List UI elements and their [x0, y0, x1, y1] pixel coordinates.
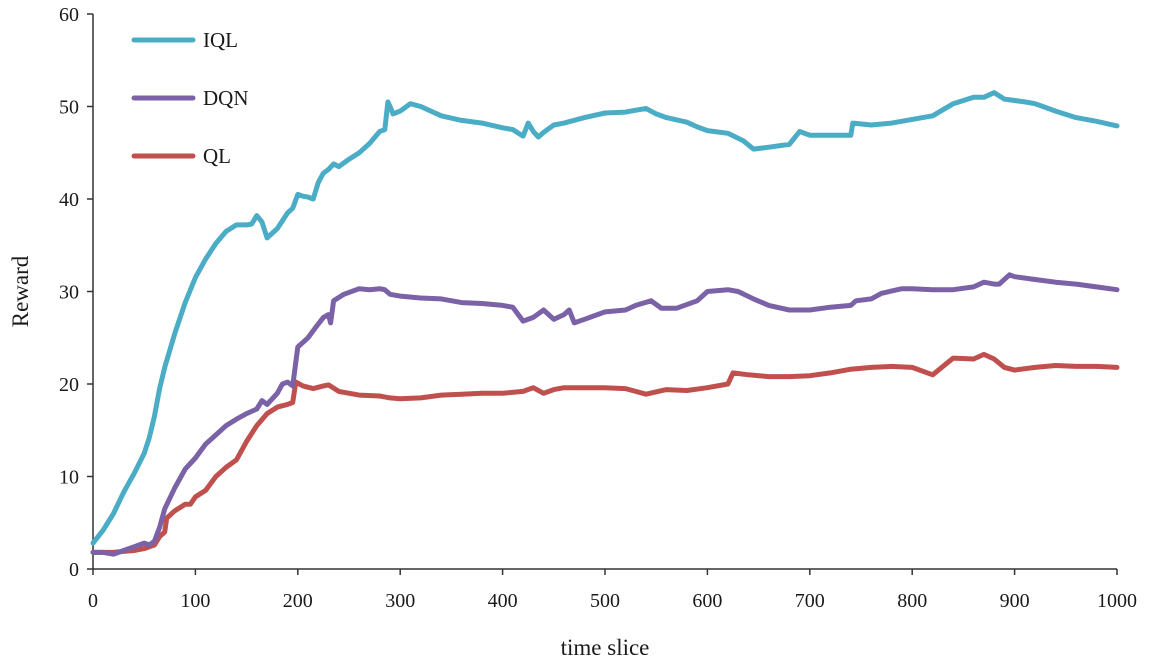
x-tick-label: 100	[180, 590, 210, 612]
legend: IQL DQN QL	[131, 28, 249, 168]
x-tick-label: 400	[488, 590, 518, 612]
x-tick-label: 200	[283, 590, 313, 612]
x-tick-label: 800	[897, 590, 927, 612]
x-tick-label: 1000	[1097, 590, 1137, 612]
legend-label-dqn: DQN	[203, 86, 249, 110]
series-line-ql	[90, 351, 1120, 555]
legend-label-ql: QL	[203, 144, 231, 168]
x-tick-label: 300	[385, 590, 415, 612]
x-tick-label: 500	[590, 590, 620, 612]
series-line-iql	[90, 90, 1120, 546]
y-tick-label: 60	[59, 4, 79, 26]
y-tick-label: 0	[69, 559, 79, 581]
y-axis-title: Reward	[8, 255, 33, 327]
x-axis-title: time slice	[561, 635, 650, 660]
series-lines	[90, 90, 1120, 557]
legend-label-iql: IQL	[203, 28, 238, 52]
x-tick-label: 0	[88, 590, 98, 612]
y-tick-label: 40	[59, 189, 79, 211]
x-tick-label: 700	[795, 590, 825, 612]
series-line-dqn	[90, 272, 1120, 557]
y-tick-label: 30	[59, 282, 79, 304]
y-tick-label: 50	[59, 97, 79, 119]
x-tick-label: 600	[692, 590, 722, 612]
y-tick-label: 10	[59, 467, 79, 489]
y-tick-label: 20	[59, 374, 79, 396]
x-tick-label: 900	[1000, 590, 1030, 612]
